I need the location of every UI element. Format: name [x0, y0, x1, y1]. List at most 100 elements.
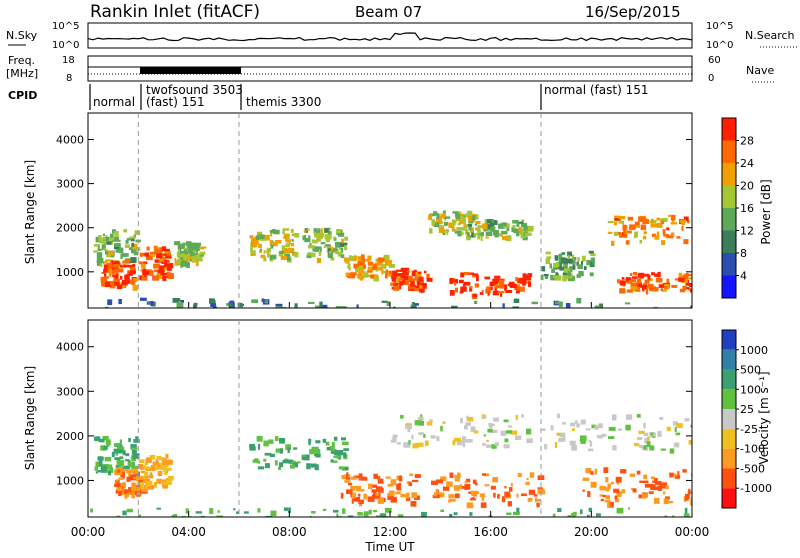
data-cell: [152, 461, 158, 465]
ytick-label: 3000: [56, 178, 84, 191]
data-cell: [617, 279, 620, 284]
data-cell: [558, 438, 563, 443]
data-cell: [494, 286, 497, 293]
data-cell: [279, 251, 285, 254]
data-cell: [511, 226, 514, 232]
data-cell: [438, 225, 444, 229]
data-cell: [117, 460, 125, 465]
data-cell: [162, 483, 168, 489]
data-cell: [510, 283, 517, 288]
data-cell: [134, 230, 141, 235]
data-cell: [326, 447, 332, 451]
data-cell: [426, 273, 430, 279]
data-cell: [100, 466, 105, 470]
data-cell: [263, 256, 267, 262]
data-cell: [387, 483, 394, 487]
data-cell: [357, 512, 363, 516]
data-cell: [562, 422, 566, 425]
data-cell: [470, 426, 476, 432]
data-cell: [686, 220, 690, 224]
data-cell: [150, 465, 155, 471]
data-cell: [634, 442, 640, 447]
data-cell: [101, 244, 104, 251]
data-cell: [526, 228, 533, 232]
data-cell: [623, 233, 628, 238]
data-cell: [341, 475, 345, 480]
data-cell: [319, 233, 325, 238]
data-cell: [514, 228, 521, 234]
data-cell: [283, 228, 290, 231]
data-cell: [115, 489, 120, 494]
data-cell: [433, 492, 437, 497]
data-cell: [507, 501, 512, 507]
data-cell: [418, 420, 424, 426]
nsky-tick-bottom: 10^0: [52, 40, 79, 51]
data-cell: [653, 306, 658, 308]
data-cell: [602, 495, 607, 498]
data-cell: [314, 464, 319, 471]
data-cell: [261, 298, 265, 302]
data-cell: [554, 301, 559, 305]
data-cell: [122, 466, 125, 470]
data-cell: [411, 492, 417, 495]
data-cell: [460, 272, 465, 278]
data-cell: [344, 245, 348, 251]
data-cell: [164, 248, 170, 252]
data-cell: [289, 464, 295, 469]
data-cell: [408, 275, 413, 282]
data-cell: [351, 492, 356, 498]
data-cell: [118, 299, 122, 305]
data-cell: [249, 443, 256, 449]
nsearch-label: N.Search: [745, 29, 795, 42]
data-cell: [662, 229, 666, 235]
data-cell: [669, 448, 675, 454]
data-cell: [105, 464, 113, 470]
data-cell: [186, 254, 190, 258]
data-cell: [576, 423, 580, 428]
data-cell: [487, 292, 490, 296]
data-cell: [429, 419, 433, 423]
data-cell: [689, 283, 692, 288]
data-cell: [690, 497, 692, 502]
data-cell: [464, 480, 468, 484]
data-cell: [144, 463, 148, 466]
data-cell: [553, 262, 560, 268]
data-cell: [166, 467, 172, 471]
data-cell: [635, 289, 641, 292]
data-cell: [634, 221, 640, 228]
data-cell: [520, 229, 524, 236]
data-cell: [190, 248, 195, 254]
data-cell: [367, 261, 374, 265]
data-cell: [128, 462, 133, 467]
data-cell: [306, 254, 312, 259]
data-cell: [115, 452, 119, 456]
data-cell: [336, 229, 341, 234]
data-cell: [644, 484, 649, 488]
data-cell: [400, 493, 408, 498]
data-cell: [650, 223, 657, 228]
data-cell: [377, 257, 385, 262]
data-cell: [308, 438, 312, 443]
data-cell: [316, 257, 322, 264]
data-cell: [599, 494, 605, 497]
data-cell: [348, 483, 353, 486]
data-cell: [399, 278, 404, 281]
data-cell: [131, 447, 138, 450]
data-cell: [385, 260, 392, 266]
data-cell: [488, 422, 492, 427]
data-cell: [596, 435, 604, 439]
data-cell: [312, 239, 318, 244]
data-cell: [672, 515, 675, 517]
data-cell: [393, 273, 400, 279]
data-cell: [361, 268, 364, 274]
data-cell: [106, 254, 111, 258]
colorbar-cell: [722, 140, 736, 163]
data-cell: [384, 272, 388, 279]
data-cell: [423, 434, 426, 438]
data-cell: [180, 300, 184, 303]
data-cell: [525, 428, 532, 435]
data-cell: [464, 272, 470, 276]
data-cell: [138, 479, 143, 483]
data-cell: [588, 440, 591, 443]
data-cell: [605, 477, 609, 483]
